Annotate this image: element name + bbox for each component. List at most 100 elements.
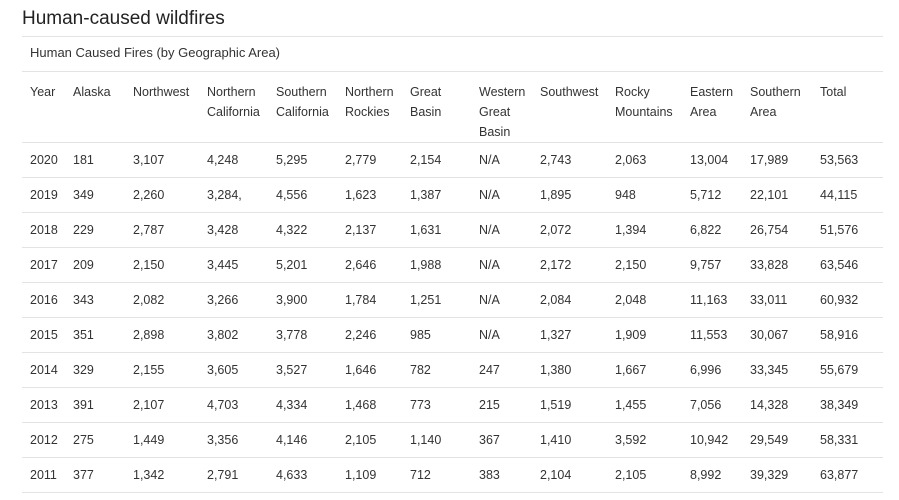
table-cell: 4,322	[268, 212, 337, 248]
table-cell: 4,146	[268, 422, 337, 458]
table-cell: 1,468	[337, 387, 402, 423]
table-cell: 275	[65, 422, 125, 458]
table-cell: 1,455	[607, 387, 682, 423]
table-body: 2020 181 3,107 4,248 5,295 2,779 2,154 N/A 2,743…	[22, 142, 883, 493]
table-cell: 2,137	[337, 212, 402, 248]
table-cell: 2,150	[125, 247, 199, 283]
table-cell: N/A	[471, 282, 532, 318]
table-cell: 3,802	[199, 317, 268, 353]
table-cell: 1,140	[402, 422, 471, 458]
column-header: Year	[22, 72, 65, 143]
table-cell: 3,445	[199, 247, 268, 283]
table-cell: 4,633	[268, 457, 337, 493]
table-cell: 2,779	[337, 142, 402, 178]
table-cell: 1,631	[402, 212, 471, 248]
table-cell: 782	[402, 352, 471, 388]
column-header: Southern Area	[742, 72, 812, 143]
table-cell: 2,646	[337, 247, 402, 283]
column-header: Great Basin	[402, 72, 471, 143]
table-cell: 4,248	[199, 142, 268, 178]
table-cell: 383	[471, 457, 532, 493]
table-cell: 55,679	[812, 352, 883, 388]
table-cell: 2017	[22, 247, 65, 283]
table-row: 2019 349 2,260 3,284, 4,556 1,623 1,387 N/A 1,89…	[22, 177, 883, 213]
table-cell: N/A	[471, 317, 532, 353]
table-cell: 33,011	[742, 282, 812, 318]
page-title: Human-caused wildfires	[22, 8, 225, 29]
table-cell: 351	[65, 317, 125, 353]
table-cell: 349	[65, 177, 125, 213]
table-cell: 3,527	[268, 352, 337, 388]
table-cell: 2,260	[125, 177, 199, 213]
table-cell: 2,150	[607, 247, 682, 283]
table-cell: 4,703	[199, 387, 268, 423]
table-cell: 2,154	[402, 142, 471, 178]
table-cell: 1,667	[607, 352, 682, 388]
table-cell: 2,105	[607, 457, 682, 493]
table-cell: 181	[65, 142, 125, 178]
table-cell: 1,394	[607, 212, 682, 248]
table-cell: 773	[402, 387, 471, 423]
table-row: 2018 229 2,787 3,428 4,322 2,137 1,631 N/A 2,072…	[22, 212, 883, 248]
table-cell: 215	[471, 387, 532, 423]
table-cell: N/A	[471, 142, 532, 178]
table-cell: 1,342	[125, 457, 199, 493]
table-cell: 2,172	[532, 247, 607, 283]
table-cell: 7,056	[682, 387, 742, 423]
table-cell: 3,592	[607, 422, 682, 458]
table-cell: 51,576	[812, 212, 883, 248]
table-cell: 5,201	[268, 247, 337, 283]
table-cell: 2,105	[337, 422, 402, 458]
table-row: 2014 329 2,155 3,605 3,527 1,646 782 247 1,380 1,…	[22, 352, 883, 388]
table-cell: 10,942	[682, 422, 742, 458]
table-cell: 4,556	[268, 177, 337, 213]
table-cell: 14,328	[742, 387, 812, 423]
table-cell: 1,251	[402, 282, 471, 318]
table-cell: 1,909	[607, 317, 682, 353]
table-row: 2020 181 3,107 4,248 5,295 2,779 2,154 N/A 2,743…	[22, 142, 883, 178]
table-cell: 63,546	[812, 247, 883, 283]
table-cell: 2,084	[532, 282, 607, 318]
table-cell: 2,048	[607, 282, 682, 318]
table-cell: 3,900	[268, 282, 337, 318]
table-cell: 5,295	[268, 142, 337, 178]
table-cell: 2015	[22, 317, 65, 353]
table-cell: 3,107	[125, 142, 199, 178]
table-row: 2016 343 2,082 3,266 3,900 1,784 1,251 N/A 2,084…	[22, 282, 883, 318]
table-cell: 209	[65, 247, 125, 283]
table-cell: 3,428	[199, 212, 268, 248]
table-cell: 2013	[22, 387, 65, 423]
table-cell: 6,996	[682, 352, 742, 388]
table-cell: 2,743	[532, 142, 607, 178]
table-cell: 2012	[22, 422, 65, 458]
table-row: 2011 377 1,342 2,791 4,633 1,109 712 383 2,104 2,…	[22, 457, 883, 493]
table-cell: 2011	[22, 457, 65, 493]
table-cell: 4,334	[268, 387, 337, 423]
column-header: Southern California	[268, 72, 337, 143]
table-cell: 33,828	[742, 247, 812, 283]
table-cell: 30,067	[742, 317, 812, 353]
table-cell: 2,791	[199, 457, 268, 493]
table-cell: 11,553	[682, 317, 742, 353]
table-cell: 33,345	[742, 352, 812, 388]
table-cell: 2018	[22, 212, 65, 248]
table-cell: 1,988	[402, 247, 471, 283]
table-cell: 1,109	[337, 457, 402, 493]
table-cell: 2,072	[532, 212, 607, 248]
table-cell: 9,757	[682, 247, 742, 283]
table-cell: 3,778	[268, 317, 337, 353]
column-header: Alaska	[65, 72, 125, 143]
table-cell: 2,787	[125, 212, 199, 248]
column-header: Northern California	[199, 72, 268, 143]
table-cell: 712	[402, 457, 471, 493]
table-cell: 22,101	[742, 177, 812, 213]
table-cell: 5,712	[682, 177, 742, 213]
table-cell: 1,519	[532, 387, 607, 423]
table-cell: 343	[65, 282, 125, 318]
table-cell: 2,246	[337, 317, 402, 353]
table-cell: 2,104	[532, 457, 607, 493]
table-row: 2013 391 2,107 4,703 4,334 1,468 773 215 1,519 1,…	[22, 387, 883, 423]
table-cell: N/A	[471, 212, 532, 248]
table-cell: 1,380	[532, 352, 607, 388]
